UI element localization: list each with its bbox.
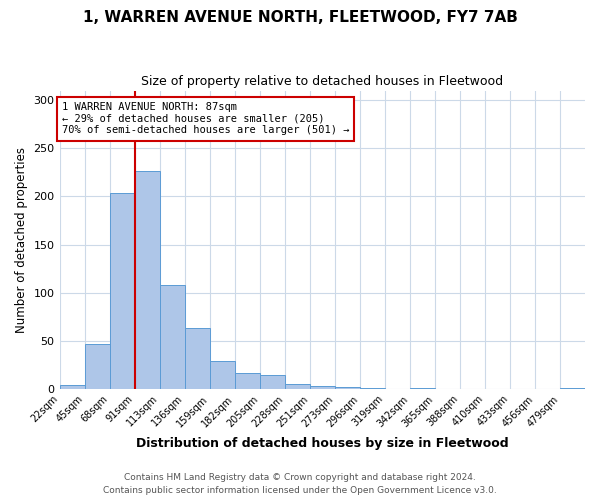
Bar [285, 384, 310, 389]
Bar [160, 285, 185, 389]
Bar [260, 376, 285, 389]
Bar [134, 172, 160, 389]
Bar [185, 328, 209, 389]
Title: Size of property relative to detached houses in Fleetwood: Size of property relative to detached ho… [141, 75, 503, 88]
Y-axis label: Number of detached properties: Number of detached properties [15, 146, 28, 332]
X-axis label: Distribution of detached houses by size in Fleetwood: Distribution of detached houses by size … [136, 437, 509, 450]
Bar [410, 388, 435, 389]
Bar [235, 374, 260, 389]
Bar [110, 192, 134, 389]
Bar [310, 386, 335, 389]
Bar [59, 385, 85, 389]
Bar [560, 388, 585, 389]
Bar [360, 388, 385, 389]
Text: Contains HM Land Registry data © Crown copyright and database right 2024.
Contai: Contains HM Land Registry data © Crown c… [103, 474, 497, 495]
Bar [335, 387, 360, 389]
Bar [209, 361, 235, 389]
Bar [85, 344, 110, 389]
Text: 1 WARREN AVENUE NORTH: 87sqm
← 29% of detached houses are smaller (205)
70% of s: 1 WARREN AVENUE NORTH: 87sqm ← 29% of de… [62, 102, 349, 136]
Text: 1, WARREN AVENUE NORTH, FLEETWOOD, FY7 7AB: 1, WARREN AVENUE NORTH, FLEETWOOD, FY7 7… [83, 10, 517, 25]
